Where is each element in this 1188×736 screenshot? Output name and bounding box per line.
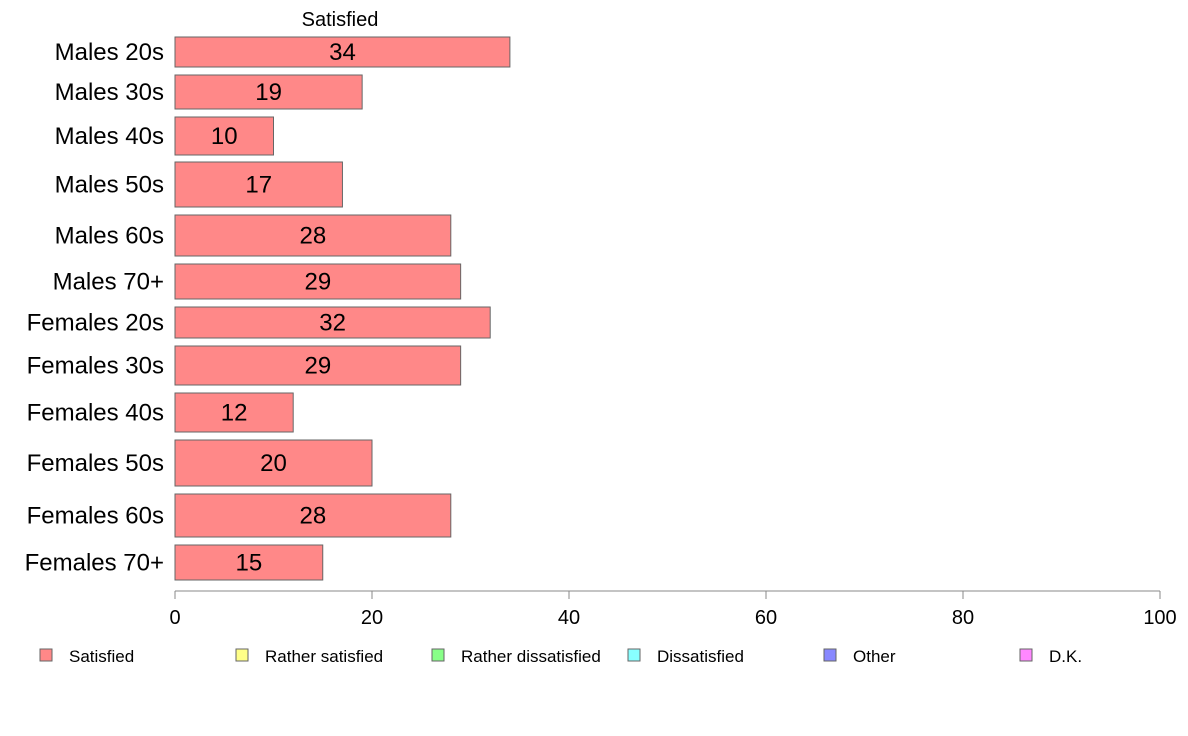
bar-value-label-females-60s: 28: [300, 503, 327, 530]
category-label-males-20s: Males 20s: [55, 39, 164, 66]
bar-value-label-females-50s: 20: [260, 450, 287, 477]
bar-value-label-females-70plus: 15: [236, 550, 263, 577]
legend-label: D.K.: [1049, 647, 1082, 666]
category-label-females-40s: Females 40s: [27, 400, 164, 427]
legend-label: Rather satisfied: [265, 647, 383, 666]
bar-value-label-males-40s: 10: [211, 123, 238, 150]
bar-females-70plus-series-0: [174, 544, 324, 581]
bar-males-50s-series-0: [174, 161, 343, 208]
bar-value-label-males-50s: 17: [245, 172, 272, 199]
bar-females-30s-series-0: [174, 345, 462, 386]
category-label-males-50s: Males 50s: [55, 172, 164, 199]
legend-swatch: [627, 648, 641, 662]
legend-swatch: [39, 648, 53, 662]
segment-header: Satisfied: [302, 9, 379, 31]
x-tick-label: 60: [755, 607, 777, 629]
category-labels: Males 20s Males 30s Males 40s Males 50s Male…: [25, 39, 164, 577]
bar-males-40s-series-0: [174, 116, 274, 156]
bar-value-label-females-20s: 32: [319, 310, 346, 337]
bar-females-60s-series-0: [174, 493, 452, 538]
category-label-males-30s: Males 30s: [55, 79, 164, 106]
bar-males-70plus-series-0: [174, 263, 462, 300]
x-tick-label: 40: [558, 607, 580, 629]
bar-females-50s-series-0: [174, 439, 373, 487]
legend-label: Satisfied: [69, 647, 134, 666]
legend-swatch: [1019, 648, 1033, 662]
category-label-females-70plus: Females 70+: [25, 550, 164, 577]
bar-males-20s-series-0: [174, 36, 511, 68]
category-label-males-70plus: Males 70+: [53, 269, 164, 296]
bar-value-label-females-40s: 12: [221, 400, 248, 427]
bar-males-30s-series-0: [174, 74, 363, 110]
legend-label: Other: [853, 647, 896, 666]
bar-value-label-males-60s: 28: [300, 223, 327, 250]
x-tick-label: 100: [1143, 607, 1176, 629]
legend-swatch: [431, 648, 445, 662]
bar-males-60s-series-0: [174, 214, 452, 257]
bars: 34 19 10 17 28 29 32 29 12 20 28 15: [174, 36, 511, 581]
legend-swatch: [235, 648, 249, 662]
legend-swatch: [823, 648, 837, 662]
legend-label: Dissatisfied: [657, 647, 744, 666]
x-tick-label: 80: [952, 607, 974, 629]
bar-value-label-males-30s: 19: [255, 79, 282, 106]
category-label-females-50s: Females 50s: [27, 450, 164, 477]
category-label-females-20s: Females 20s: [27, 310, 164, 337]
bar-value-label-females-30s: 29: [304, 353, 331, 380]
category-label-females-60s: Females 60s: [27, 503, 164, 530]
bar-females-20s-series-0: [174, 306, 491, 339]
bar-females-40s-series-0: [174, 392, 294, 433]
x-axis: 0 20 40 60 80 100: [169, 590, 1177, 629]
bar-value-label-males-70plus: 29: [304, 269, 331, 296]
category-label-males-40s: Males 40s: [55, 123, 164, 150]
x-tick-label: 20: [361, 607, 383, 629]
x-tick-label: 0: [169, 607, 180, 629]
category-label-females-30s: Females 30s: [27, 353, 164, 380]
category-label-males-60s: Males 60s: [55, 223, 164, 250]
bar-value-label-males-20s: 34: [329, 39, 356, 66]
legend-label: Rather dissatisfied: [461, 647, 601, 666]
legend: Satisfied Rather satisfied Rather dissatis…: [39, 647, 1082, 666]
